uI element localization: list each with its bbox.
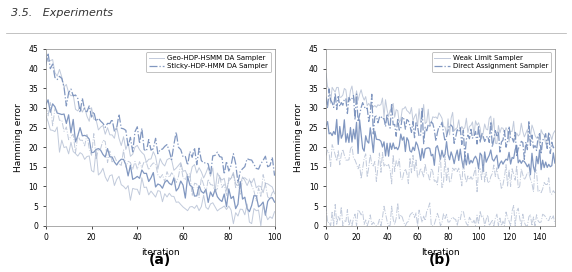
- Direct Assignment Sampler: [469, 137, 476, 140]
- Line: Sticky-HDP-HMM DA Sampler: Sticky-HDP-HMM DA Sampler: [46, 53, 275, 183]
- Sticky-HDP-HMM DA Sampler: [205, 162, 212, 166]
- Geo-HDP-HSMM DA Sampler: [214, 171, 221, 175]
- Weak Limit Sampler: [403, 109, 410, 112]
- Direct Assignment Sampler: [323, 95, 329, 98]
- X-axis label: Iteration: Iteration: [421, 248, 460, 257]
- Direct Assignment Sampler: [484, 134, 491, 138]
- Direct Assignment Sampler: [435, 125, 442, 128]
- Weak Limit Sampler: [462, 126, 468, 129]
- Text: (a): (a): [149, 253, 171, 267]
- Weak Limit Sampler: [323, 72, 329, 75]
- Geo-HDP-HSMM DA Sampler: [100, 124, 106, 127]
- Sticky-HDP-HMM DA Sampler: [150, 147, 157, 150]
- Sticky-HDP-HMM DA Sampler: [102, 126, 109, 129]
- Direct Assignment Sampler: [463, 138, 470, 141]
- Legend: Geo-HDP-HSMM DA Sampler, Sticky-HDP-HMM DA Sampler: Geo-HDP-HSMM DA Sampler, Sticky-HDP-HMM …: [146, 52, 271, 72]
- Direct Assignment Sampler: [325, 87, 332, 91]
- Sticky-HDP-HMM DA Sampler: [42, 64, 49, 67]
- Line: Direct Assignment Sampler: Direct Assignment Sampler: [326, 89, 555, 159]
- Weak Limit Sampler: [434, 117, 441, 120]
- Direct Assignment Sampler: [405, 119, 412, 122]
- Weak Limit Sampler: [467, 124, 474, 127]
- Sticky-HDP-HMM DA Sampler: [271, 174, 278, 177]
- Sticky-HDP-HMM DA Sampler: [182, 155, 189, 158]
- Direct Assignment Sampler: [521, 158, 528, 161]
- Weak Limit Sampler: [536, 144, 543, 147]
- Geo-HDP-HSMM DA Sampler: [180, 170, 186, 173]
- Geo-HDP-HSMM DA Sampler: [202, 171, 209, 175]
- Weak Limit Sampler: [551, 129, 558, 132]
- Geo-HDP-HSMM DA Sampler: [271, 192, 278, 195]
- Text: (b): (b): [429, 253, 452, 267]
- Y-axis label: Hamming error: Hamming error: [14, 103, 23, 172]
- Geo-HDP-HSMM DA Sampler: [58, 75, 65, 79]
- X-axis label: iteration: iteration: [141, 248, 180, 257]
- Sticky-HDP-HMM DA Sampler: [61, 86, 67, 89]
- Direct Assignment Sampler: [550, 146, 557, 149]
- Y-axis label: Hamming error: Hamming error: [294, 103, 303, 172]
- Line: Geo-HDP-HSMM DA Sampler: Geo-HDP-HSMM DA Sampler: [46, 54, 275, 194]
- Direct Assignment Sampler: [551, 145, 558, 148]
- Legend: Weak Limit Sampler, Direct Assignment Sampler: Weak Limit Sampler, Direct Assignment Sa…: [432, 52, 551, 72]
- Weak Limit Sampler: [549, 138, 555, 141]
- Sticky-HDP-HMM DA Sampler: [216, 155, 223, 158]
- Weak Limit Sampler: [483, 128, 490, 131]
- Geo-HDP-HSMM DA Sampler: [42, 52, 49, 56]
- Text: 3.5.   Experiments: 3.5. Experiments: [11, 8, 113, 18]
- Line: Weak Limit Sampler: Weak Limit Sampler: [326, 73, 555, 145]
- Geo-HDP-HSMM DA Sampler: [148, 157, 154, 160]
- Sticky-HDP-HMM DA Sampler: [235, 181, 241, 184]
- Sticky-HDP-HMM DA Sampler: [45, 51, 51, 55]
